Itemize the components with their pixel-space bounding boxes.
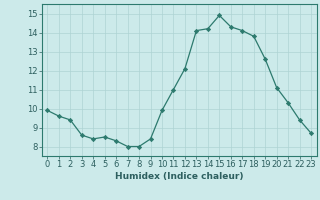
X-axis label: Humidex (Indice chaleur): Humidex (Indice chaleur) (115, 172, 244, 181)
